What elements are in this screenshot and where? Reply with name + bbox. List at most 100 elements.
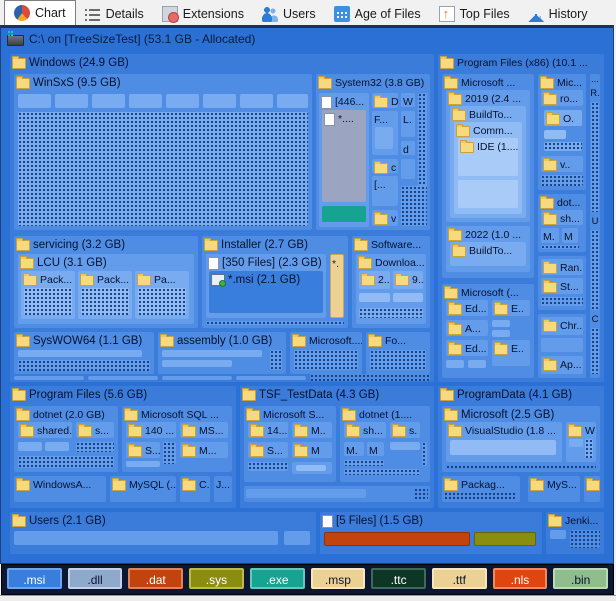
tile-many-small-files[interactable] <box>18 360 150 371</box>
tile-system32[interactable]: System32 (3.8 GB) [446... *.... D F... <box>316 74 430 230</box>
tile-tsf-testdata[interactable]: TSF_TestData (4.3 GB) Microsoft S... 14.… <box>240 386 434 508</box>
tile-unlabeled[interactable] <box>129 94 162 108</box>
tile-many-small-files[interactable] <box>591 230 599 310</box>
tile-unlabeled[interactable] <box>14 376 84 380</box>
tile-unlabeled[interactable] <box>468 360 486 368</box>
tile-ro[interactable]: ro... <box>541 90 583 106</box>
tab-age-of-files[interactable]: Age of Files <box>325 3 430 25</box>
tile-bracket-files[interactable]: [... <box>372 176 398 206</box>
tile-many-small-files[interactable] <box>138 288 186 315</box>
tile-unlabeled[interactable] <box>88 376 158 380</box>
tile-unlabeled[interactable] <box>401 159 415 179</box>
tile-unlabeled[interactable] <box>492 320 510 327</box>
tile-unlabeled[interactable] <box>55 94 88 108</box>
tile-users[interactable]: Users (2.1 GB) <box>10 512 316 554</box>
tile-lcu[interactable]: LCU (3.1 GB) Pack... Pack... Pa... <box>18 254 194 324</box>
tile-many-small-files[interactable] <box>294 350 358 370</box>
tile-mysql2[interactable]: MyS... <box>528 476 580 502</box>
root-header[interactable]: C:\ on [TreeSizeTest] (53.1 GB - Allocat… <box>7 31 255 46</box>
tile-many-small-files[interactable] <box>585 439 593 458</box>
tile-many-small-files[interactable] <box>76 442 114 452</box>
tile-many-small-files[interactable] <box>248 462 288 471</box>
tile-o[interactable]: O. <box>544 110 582 126</box>
tile-many-small-files[interactable] <box>591 328 599 374</box>
legend-exe[interactable]: .exe <box>249 568 305 589</box>
tile-microsoft-vs[interactable]: Microsoft ... 2019 (2.4 ... BuildTo... C… <box>442 74 534 278</box>
tile-m6[interactable]: M. <box>344 442 364 457</box>
tile-common[interactable]: Comm... IDE (1.... <box>454 122 522 214</box>
tile-many-small-files[interactable] <box>541 297 583 306</box>
tile-many-small-files[interactable] <box>422 442 427 466</box>
tile-350-files[interactable]: [350 Files] (2.3 GB) *.msi (2.1 GB) <box>206 254 326 318</box>
tile-pd-microsoft[interactable]: Microsoft (2.5 GB) VisualStudio (1.8 ...… <box>442 406 600 472</box>
tile-f-folder[interactable]: F... <box>372 111 398 155</box>
tile-tsf-microsoft[interactable]: Microsoft S... 14... M.. S... M <box>244 406 336 482</box>
tile-c-folder[interactable]: c <box>372 159 398 174</box>
tile-unlabeled[interactable] <box>359 293 390 302</box>
tile-s4[interactable]: s. <box>390 422 420 438</box>
tile-w-folder[interactable]: W <box>401 93 415 108</box>
tile-e2[interactable]: E.. <box>492 340 530 366</box>
tile-visualstudio[interactable]: VisualStudio (1.8 ... <box>446 422 562 462</box>
tile-exe-group[interactable] <box>322 206 366 222</box>
tile-ed2[interactable]: Ed... <box>446 340 488 356</box>
tile-package[interactable]: Pack... <box>21 271 75 319</box>
tile-140[interactable]: 140 ... <box>126 422 176 438</box>
tile-many-small-files[interactable] <box>418 93 427 203</box>
legend-msp[interactable]: .msp <box>310 568 366 589</box>
tile-software[interactable]: Software... Downloa... 2.. 9.. <box>352 236 430 328</box>
tile-many-small-files[interactable] <box>446 465 596 469</box>
tile-dat-group[interactable] <box>324 532 470 546</box>
tile-unlabeled[interactable] <box>296 465 326 471</box>
tile-sh2[interactable]: sh... <box>344 422 386 438</box>
tile-many-small-files[interactable] <box>359 308 423 318</box>
tile-unlabeled[interactable] <box>18 350 142 357</box>
tile-ed1[interactable]: Ed... <box>446 300 488 316</box>
tile-dotnet[interactable]: dotnet (2.0 GB) shared... s... <box>14 406 118 472</box>
tile-unlabeled[interactable] <box>390 442 420 450</box>
tile-many-small-files[interactable] <box>401 186 427 226</box>
tile-m4[interactable]: M.. <box>292 422 332 438</box>
tile-unlabeled[interactable] <box>244 486 430 502</box>
tile-unlabeled[interactable] <box>458 180 518 208</box>
tile-ran-group[interactable]: Ran... St... <box>538 256 586 310</box>
tile-2-folder[interactable]: 2.. <box>359 271 390 289</box>
tile-many-small-files[interactable] <box>591 102 599 212</box>
tile-windowsapps[interactable]: WindowsA... <box>14 476 106 502</box>
tile-w[interactable]: W <box>566 422 596 462</box>
tab-history[interactable]: History <box>519 3 597 25</box>
tile-unlabeled[interactable] <box>18 442 42 451</box>
legend-bin[interactable]: .bin <box>553 568 609 589</box>
tile-dll-group[interactable]: *.... <box>322 110 366 202</box>
tile-many-small-files[interactable] <box>541 175 583 186</box>
tile-many-small-files[interactable] <box>18 456 114 468</box>
tile-2019[interactable]: 2019 (2.4 ... BuildTo... Comm... IDE (1.… <box>446 90 530 222</box>
tile-sys-group[interactable] <box>474 532 536 546</box>
tile-assembly[interactable]: assembly (1.0 GB) <box>158 332 286 374</box>
tile-many-small-files[interactable] <box>344 469 420 475</box>
tile-unlabeled[interactable] <box>393 293 423 302</box>
legend-ttc[interactable]: .ttc <box>371 568 426 589</box>
tile-unlabeled[interactable] <box>569 439 583 447</box>
tile-many-small-files[interactable] <box>163 442 176 464</box>
tile-s1[interactable]: s... <box>76 422 114 438</box>
tile-unlabeled[interactable] <box>246 489 366 498</box>
tile-e1[interactable]: E.. <box>492 300 530 316</box>
tile-many-small-files[interactable] <box>370 350 426 370</box>
tile-2022[interactable]: 2022 (1.0 ... BuildTo... <box>446 226 530 272</box>
tile-shared[interactable]: shared... <box>18 422 72 438</box>
tile-unlabeled[interactable] <box>450 440 556 455</box>
tile-unlabeled[interactable] <box>203 94 236 108</box>
tab-top-files[interactable]: Top Files <box>430 3 519 25</box>
tile-many-small-files[interactable] <box>570 530 600 548</box>
tile-c4[interactable]: c <box>584 476 600 502</box>
tile-many-small-files[interactable] <box>18 112 308 226</box>
tile-many-small-files[interactable] <box>24 288 72 315</box>
tile-chr-group[interactable]: Chr... Ap... <box>538 314 586 378</box>
tile-14[interactable]: 14... <box>248 422 288 438</box>
tile-package[interactable]: Pack... <box>78 271 132 319</box>
tile-microsoft-2[interactable]: Microsoft (... Ed... E.. A... Ed... E.. <box>442 284 534 378</box>
tile-buildtools[interactable]: BuildTo... <box>450 242 526 266</box>
tile-mssql[interactable]: Microsoft SQL ... 140 ... MS... S... M..… <box>122 406 232 472</box>
tile-unlabeled[interactable] <box>18 94 51 108</box>
